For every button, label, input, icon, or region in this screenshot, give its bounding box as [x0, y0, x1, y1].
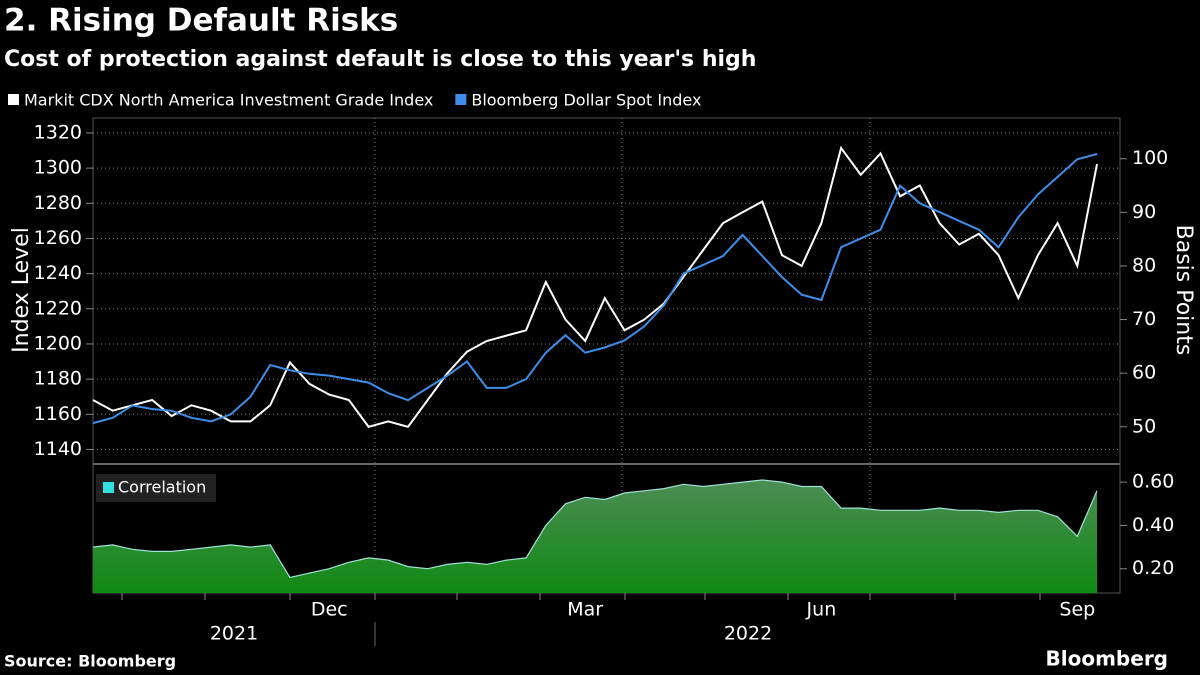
area: [93, 480, 1097, 593]
y-tick-label: 1220: [34, 297, 82, 319]
chart-title: 2. Rising Default Risks: [4, 3, 398, 39]
y-tick-label: 0.40: [1132, 514, 1174, 536]
y-tick-label: 0.60: [1132, 471, 1174, 493]
y-tick-label: 1160: [34, 403, 82, 425]
legend-label: Bloomberg Dollar Spot Index: [471, 91, 701, 110]
y2-tick-label: 50: [1132, 415, 1156, 437]
y-tick-label: 1280: [34, 192, 82, 214]
y2-tick-label: 100: [1132, 147, 1168, 169]
x-tick-label: Dec: [311, 599, 348, 621]
legend-swatch: [103, 482, 114, 493]
legend-swatch: [455, 94, 467, 105]
legend-label: Markit CDX North America Investment Grad…: [24, 91, 433, 110]
y2-axis-title: Basis Points: [1171, 225, 1196, 356]
series-line: [92, 153, 1098, 425]
y-tick-label: 1300: [34, 157, 82, 179]
chart-subtitle: Cost of protection against default is cl…: [4, 47, 756, 72]
source: Source: Bloomberg: [4, 652, 176, 671]
y-tick-label: 1320: [34, 121, 82, 143]
x-tick-label: Sep: [1059, 599, 1095, 621]
y-axis-title: Index Level: [9, 227, 34, 353]
x-group-label: 2022: [724, 623, 772, 645]
y2-tick-label: 80: [1132, 254, 1156, 276]
x-tick-label: Jun: [806, 599, 837, 621]
y-tick-label: 1140: [34, 438, 82, 460]
x-tick-label: Mar: [567, 599, 603, 621]
x-group-label: 2021: [210, 623, 258, 645]
series-line: [92, 145, 1098, 428]
legend-box: [96, 474, 216, 502]
y-tick-label: 1240: [34, 262, 82, 284]
y-tick-label: 1260: [34, 227, 82, 249]
y-tick-label: 0.20: [1132, 557, 1174, 579]
y-tick-label: 1180: [34, 368, 82, 390]
area-line: [92, 479, 1098, 579]
legend-label: Correlation: [118, 478, 206, 497]
brand: Bloomberg: [1046, 647, 1168, 671]
y-tick-label: 1200: [34, 332, 82, 354]
legend-swatch: [8, 94, 19, 105]
y2-tick-label: 90: [1132, 201, 1156, 223]
y2-tick-label: 70: [1132, 308, 1156, 330]
y2-tick-label: 60: [1132, 362, 1156, 384]
